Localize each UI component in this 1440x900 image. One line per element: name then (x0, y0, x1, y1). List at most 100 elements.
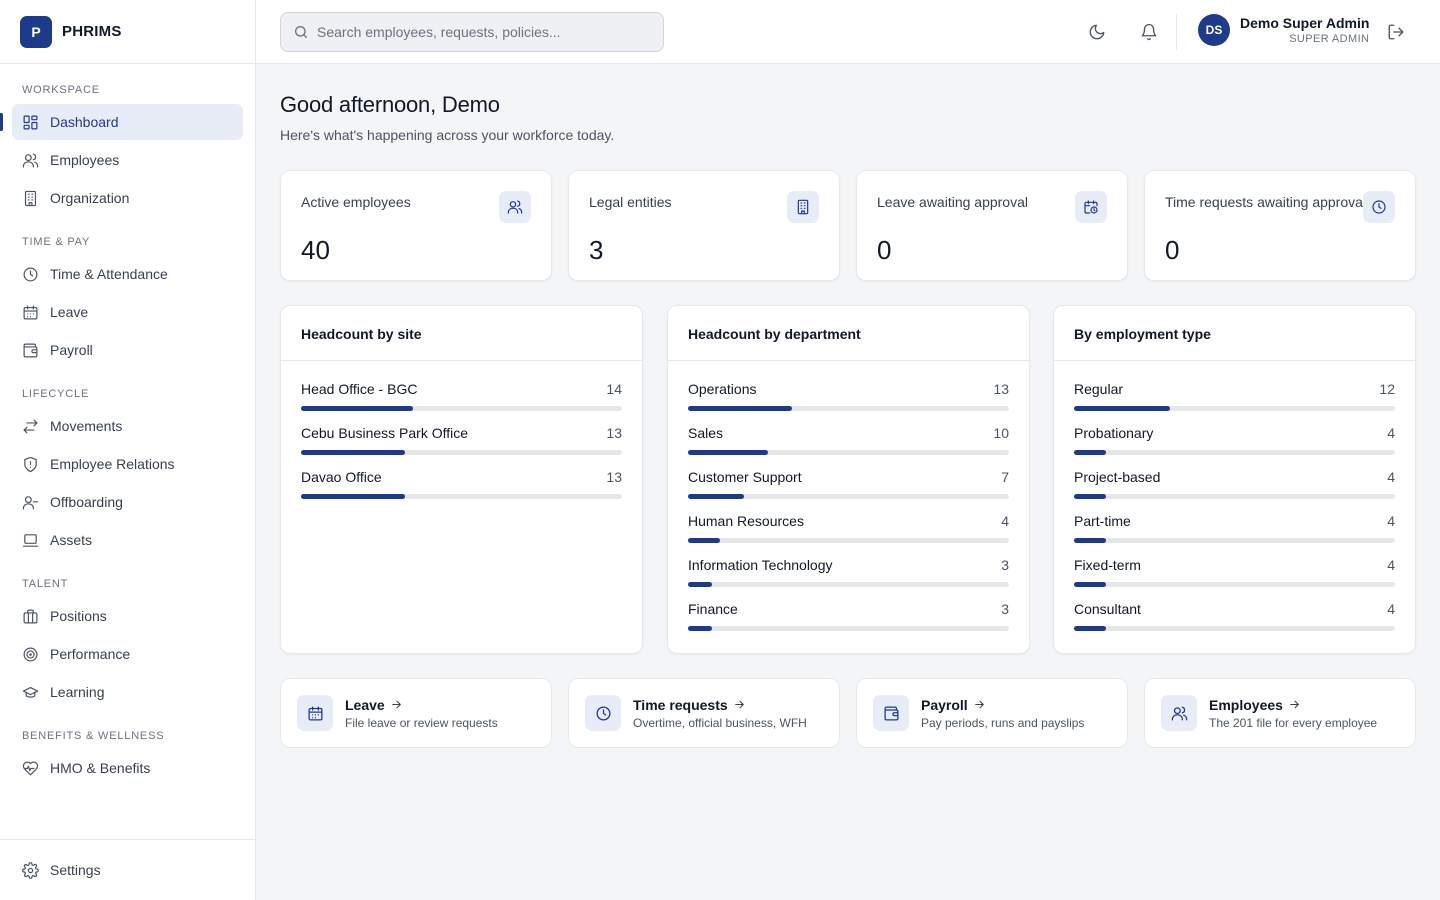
panel-body: Operations 13 Sales 10 Customer Support … (668, 361, 1029, 645)
progress-track (1074, 450, 1395, 455)
page-title: Good afternoon, Demo (280, 92, 500, 117)
progress-track (1074, 494, 1395, 499)
sidebar-item-employee-relations[interactable]: Employee Relations (12, 446, 243, 482)
arrow-right-icon (728, 698, 746, 711)
user-info: Demo Super Admin SUPER ADMIN (1240, 15, 1369, 46)
sidebar-item-label: Dashboard (50, 114, 119, 130)
nav-section-title: TIME & PAY (22, 236, 91, 248)
sidebar-item-label: Positions (50, 608, 107, 624)
headcount-row: Customer Support 7 (688, 469, 1009, 513)
quick-link-title: Time requests (633, 697, 807, 713)
arrows-icon (22, 418, 39, 435)
sidebar-item-performance[interactable]: Performance (12, 636, 243, 672)
quick-link-text: Leave File leave or review requests (345, 697, 498, 730)
stat-label: Leave awaiting approval (877, 194, 1028, 210)
headcount-panel: By employment type Regular 12 Probationa… (1053, 305, 1416, 654)
row-count: 4 (1387, 557, 1395, 573)
arrow-right-icon (1283, 698, 1301, 711)
notifications-button[interactable] (1137, 20, 1161, 44)
sidebar-item-settings[interactable]: Settings (12, 852, 243, 888)
arrow-right-icon (385, 698, 403, 711)
sidebar-item-positions[interactable]: Positions (12, 598, 243, 634)
sidebar-item-employees[interactable]: Employees (12, 142, 243, 178)
stat-value: 0 (877, 235, 892, 265)
panel-title: Headcount by department (668, 306, 1029, 361)
nav-gap (12, 712, 243, 730)
quick-link-employees[interactable]: Employees The 201 file for every employe… (1144, 678, 1416, 748)
progress-fill (688, 626, 713, 631)
sidebar-item-assets[interactable]: Assets (12, 522, 243, 558)
sidebar-nav: WORKSPACE Dashboard Employees Organizati… (0, 64, 255, 839)
sidebar-item-leave[interactable]: Leave (12, 294, 243, 330)
user-menu[interactable]: DS Demo Super Admin SUPER ADMIN (1198, 14, 1369, 46)
progress-fill (301, 406, 414, 411)
nav-section-title: TALENT (22, 578, 69, 590)
panel-title: By employment type (1054, 306, 1415, 361)
sidebar-item-organization[interactable]: Organization (12, 180, 243, 216)
sidebar-item-dashboard[interactable]: Dashboard (0, 104, 243, 140)
quick-link-time-requests[interactable]: Time requests Overtime, official busines… (568, 678, 840, 748)
quick-link-title: Payroll (921, 697, 1084, 713)
quick-link-description: File leave or review requests (345, 715, 498, 730)
search-box[interactable] (280, 12, 664, 52)
nav-gap (12, 370, 243, 388)
row-label: Customer Support (688, 469, 802, 485)
progress-fill (1074, 494, 1107, 499)
sidebar-item-offboarding[interactable]: Offboarding (12, 484, 243, 520)
progress-track (1074, 582, 1395, 587)
sidebar-item-label: Employees (50, 152, 120, 168)
sidebar-item-label: Time & Attendance (50, 266, 168, 282)
row-count: 4 (1001, 513, 1009, 529)
row-label: Part-time (1074, 513, 1131, 529)
progress-track (688, 494, 1009, 499)
quick-link-title: Leave (345, 697, 498, 713)
theme-toggle-button[interactable] (1085, 20, 1109, 44)
sidebar-item-movements[interactable]: Movements (12, 408, 243, 444)
nav-gap (12, 218, 243, 236)
topbar-divider (1176, 14, 1177, 50)
clock-icon (22, 266, 39, 283)
quick-link-label: Payroll (921, 696, 968, 713)
quick-link-description: The 201 file for every employee (1209, 715, 1378, 730)
quick-link-payroll[interactable]: Payroll Pay periods, runs and payslips (856, 678, 1128, 748)
sidebar-item-payroll[interactable]: Payroll (12, 332, 243, 368)
headcount-row: Davao Office 13 (301, 469, 622, 513)
sidebar-item-label: Assets (50, 532, 93, 548)
sidebar-item-label: Organization (50, 190, 130, 206)
row-label: Sales (688, 425, 724, 441)
quick-link-label: Time requests (633, 696, 728, 713)
clock-icon (1363, 191, 1395, 223)
app-name: PHRIMS (62, 23, 122, 40)
quick-link-text: Time requests Overtime, official busines… (633, 697, 807, 730)
calendar-clock-icon (1075, 191, 1107, 223)
headcount-row: Finance 3 (688, 601, 1009, 645)
row-label: Regular (1074, 381, 1124, 397)
quick-link-title: Employees (1209, 697, 1377, 713)
gear-icon (22, 861, 39, 879)
headcount-row: Information Technology 3 (688, 557, 1009, 601)
arrow-right-icon (968, 698, 986, 711)
progress-fill (301, 494, 406, 499)
quick-link-label: Employees (1209, 696, 1283, 713)
headcount-panel: Headcount by department Operations 13 Sa… (667, 305, 1030, 654)
quick-link-leave[interactable]: Leave File leave or review requests (280, 678, 552, 748)
brand[interactable]: P PHRIMS (0, 0, 255, 64)
panel-body: Regular 12 Probationary 4 Project-based … (1054, 361, 1415, 645)
bell-icon (1140, 23, 1158, 41)
row-count: 4 (1387, 425, 1395, 441)
progress-fill (1074, 626, 1107, 631)
row-count: 7 (1001, 469, 1009, 485)
quick-link-label: Leave (345, 696, 385, 713)
logout-button[interactable] (1384, 20, 1408, 44)
progress-fill (688, 494, 745, 499)
headcount-panel: Headcount by site Head Office - BGC 14 C… (280, 305, 643, 654)
row-count: 4 (1387, 513, 1395, 529)
sidebar-item-time-attendance[interactable]: Time & Attendance (12, 256, 243, 292)
progress-fill (1074, 450, 1107, 455)
headcount-row: Cebu Business Park Office 13 (301, 425, 622, 469)
sidebar-item-learning[interactable]: Learning (12, 674, 243, 710)
row-label: Human Resources (688, 513, 804, 529)
sidebar-item-hmo-benefits[interactable]: HMO & Benefits (12, 750, 243, 786)
headcount-row: Human Resources 4 (688, 513, 1009, 557)
search-input[interactable] (317, 24, 647, 40)
